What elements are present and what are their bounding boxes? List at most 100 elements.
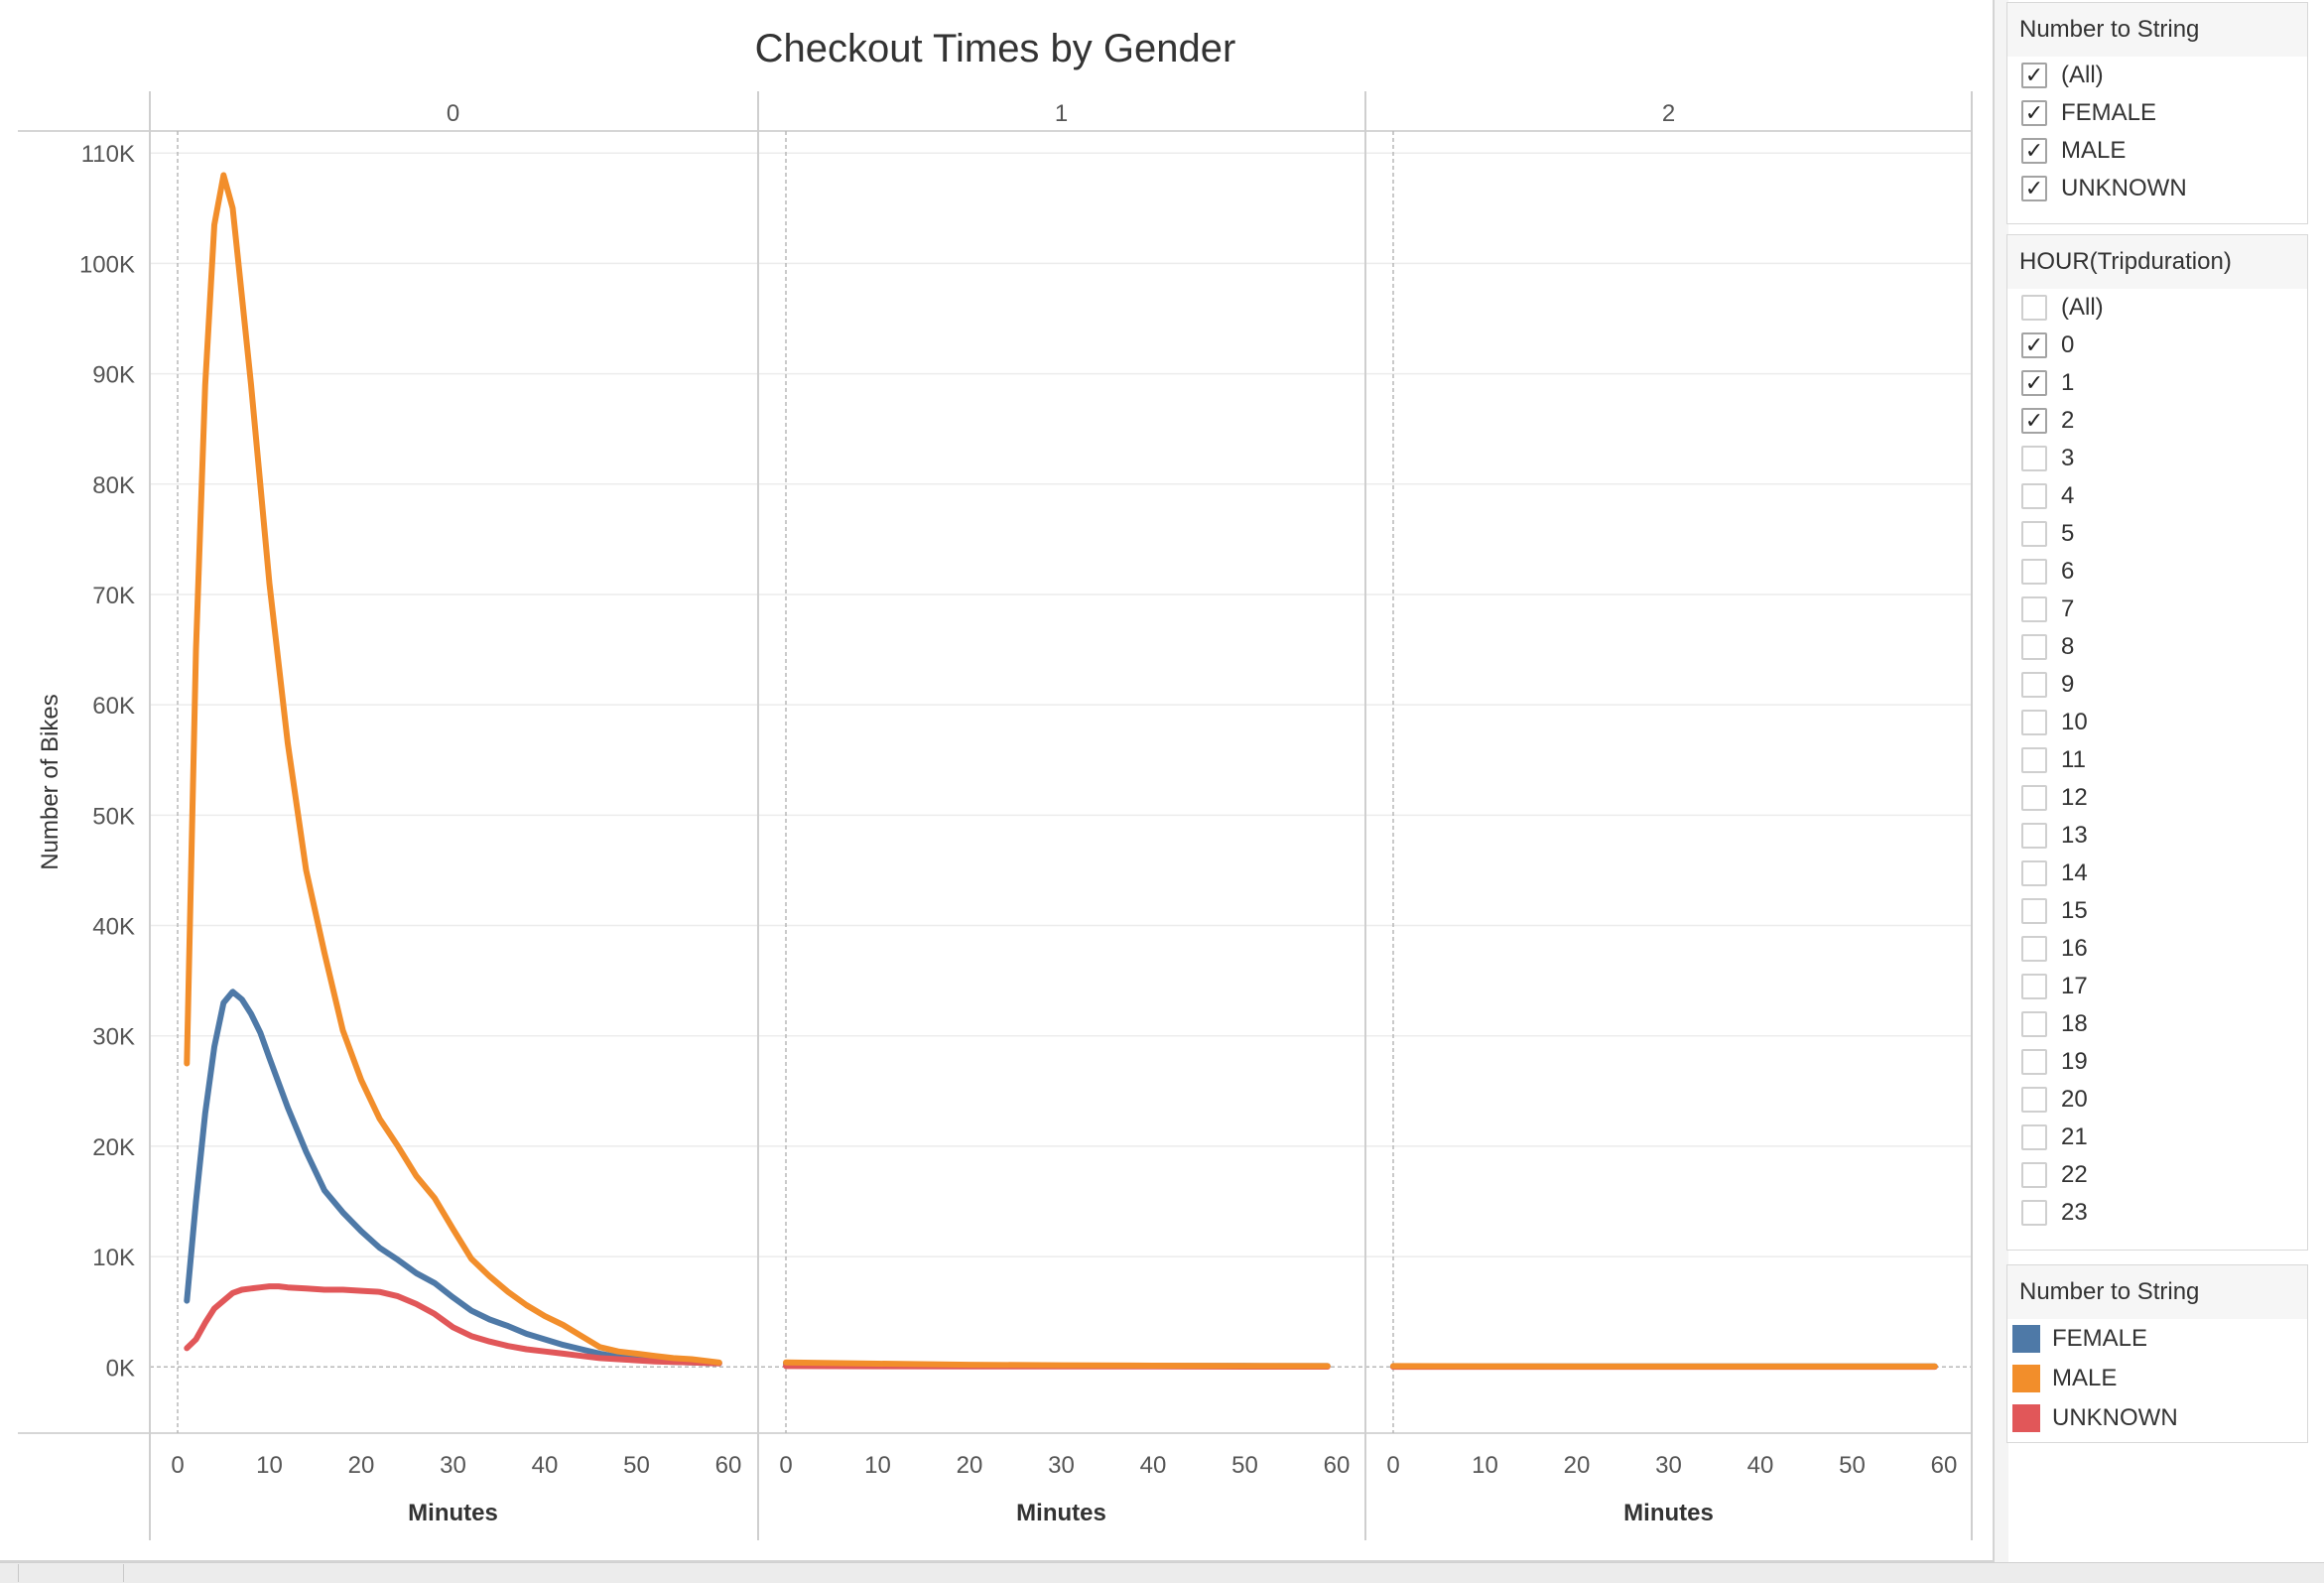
checkbox-checked[interactable]: ✓ [2021, 63, 2047, 88]
panel-header-label: 2 [1662, 100, 1675, 127]
checkmark-icon: ✓ [2025, 332, 2043, 358]
checkbox-unchecked[interactable] [2021, 1124, 2047, 1150]
filter-option[interactable]: 21 [2007, 1119, 2307, 1156]
x-tick-label: 10 [864, 1452, 891, 1479]
filter-option[interactable]: 9 [2007, 666, 2307, 704]
legend-item[interactable]: FEMALE [2007, 1319, 2307, 1359]
checkmark-icon: ✓ [2025, 63, 2043, 88]
x-tick-label: 20 [348, 1452, 375, 1479]
filter-option[interactable]: 22 [2007, 1156, 2307, 1194]
filter-option-label: 10 [2061, 709, 2088, 736]
filter-option-label: 21 [2061, 1123, 2088, 1151]
filter-option-label: 9 [2061, 671, 2074, 699]
filter-option[interactable]: 3 [2007, 440, 2307, 477]
checkmark-icon: ✓ [2025, 138, 2043, 164]
filter-option-label: 16 [2061, 935, 2088, 963]
bottom-tab[interactable] [0, 1564, 19, 1582]
bottom-tab[interactable] [20, 1564, 124, 1582]
legend-swatch [2012, 1325, 2040, 1353]
filter-option[interactable]: 12 [2007, 779, 2307, 817]
legend-item[interactable]: MALE [2007, 1359, 2307, 1398]
checkbox-unchecked[interactable] [2021, 521, 2047, 547]
filter-option[interactable]: 6 [2007, 553, 2307, 591]
filter-option[interactable]: 18 [2007, 1005, 2307, 1043]
filter-option[interactable]: 14 [2007, 855, 2307, 892]
checkbox-unchecked[interactable] [2021, 634, 2047, 660]
checkbox-unchecked[interactable] [2021, 710, 2047, 735]
filter-option-label: 17 [2061, 973, 2088, 1000]
x-tick-label: 50 [1839, 1452, 1866, 1479]
checkbox-checked[interactable]: ✓ [2021, 138, 2047, 164]
filter-option[interactable]: 23 [2007, 1194, 2307, 1232]
checkbox-unchecked[interactable] [2021, 747, 2047, 773]
checkbox-unchecked[interactable] [2021, 860, 2047, 886]
checkbox-unchecked[interactable] [2021, 559, 2047, 585]
filter-option[interactable]: 20 [2007, 1081, 2307, 1119]
checkbox-unchecked[interactable] [2021, 1011, 2047, 1037]
filter-option[interactable]: ✓ FEMALE [2007, 94, 2307, 132]
series-line-male [187, 176, 719, 1363]
filter-option[interactable]: 13 [2007, 817, 2307, 855]
filter-option-label: 20 [2061, 1086, 2088, 1114]
checkbox-unchecked[interactable] [2021, 1162, 2047, 1188]
filter-option[interactable]: 19 [2007, 1043, 2307, 1081]
filter-option[interactable]: ✓(All) [2007, 57, 2307, 94]
filter-option[interactable]: 7 [2007, 591, 2307, 628]
checkmark-icon: ✓ [2025, 370, 2043, 396]
filter-option[interactable]: 11 [2007, 741, 2307, 779]
filter-option[interactable]: 15 [2007, 892, 2307, 930]
filter-option[interactable]: ✓UNKNOWN [2007, 170, 2307, 207]
filter-option-label: 2 [2061, 407, 2074, 435]
y-tick-label: 80K [92, 472, 135, 499]
panel-header-label: 0 [447, 100, 459, 127]
x-tick-label: 30 [1655, 1452, 1682, 1479]
filter-option-label: MALE [2061, 137, 2126, 165]
checkbox-unchecked[interactable] [2021, 936, 2047, 962]
legend-item[interactable]: UNKNOWN [2007, 1398, 2307, 1438]
y-axis-label: Number of Bikes [37, 694, 64, 869]
checkbox-checked[interactable]: ✓ [2021, 370, 2047, 396]
filter-option[interactable]: 5 [2007, 515, 2307, 553]
filter-option[interactable]: ✓1 [2007, 364, 2307, 402]
checkbox-unchecked[interactable] [2021, 974, 2047, 999]
gender-filter-list: ✓(All)✓FEMALE✓MALE✓UNKNOWN [2007, 57, 2307, 207]
checkbox-unchecked[interactable] [2021, 672, 2047, 698]
filter-option[interactable]: ✓0 [2007, 327, 2307, 364]
filter-option-label: 15 [2061, 897, 2088, 925]
y-tick-label: 30K [92, 1024, 135, 1051]
checkmark-icon: ✓ [2025, 176, 2043, 201]
filter-option[interactable]: ✓ MALE [2007, 132, 2307, 170]
checkbox-unchecked[interactable] [2021, 785, 2047, 811]
x-tick-label: 30 [440, 1452, 466, 1479]
filter-option[interactable]: 17 [2007, 968, 2307, 1005]
checkmark-icon: ✓ [2025, 408, 2043, 434]
checkbox-unchecked[interactable] [2021, 596, 2047, 622]
checkbox-checked[interactable]: ✓ [2021, 408, 2047, 434]
filter-option[interactable]: (All) [2007, 289, 2307, 327]
filter-option[interactable]: ✓2 [2007, 402, 2307, 440]
checkbox-unchecked[interactable] [2021, 1200, 2047, 1226]
checkbox-unchecked[interactable] [2021, 823, 2047, 849]
filter-option-label: 22 [2061, 1161, 2088, 1189]
legend-swatch [2012, 1365, 2040, 1392]
checkbox-checked[interactable]: ✓ [2021, 176, 2047, 201]
checkbox-checked[interactable]: ✓ [2021, 100, 2047, 126]
filter-option[interactable]: 8 [2007, 628, 2307, 666]
filter-option[interactable]: 16 [2007, 930, 2307, 968]
checkbox-unchecked[interactable] [2021, 1087, 2047, 1113]
x-tick-label: 0 [1386, 1452, 1399, 1479]
filter-option[interactable]: 10 [2007, 704, 2307, 741]
filter-option-label: FEMALE [2061, 99, 2156, 127]
checkbox-unchecked[interactable] [2021, 898, 2047, 924]
checkbox-unchecked[interactable] [2021, 1049, 2047, 1075]
checkbox-unchecked[interactable] [2021, 483, 2047, 509]
chart-title: Checkout Times by Gender [755, 27, 1236, 70]
y-tick-label: 0K [106, 1355, 135, 1382]
checkbox-unchecked[interactable] [2021, 446, 2047, 471]
hour-filter-title: HOUR(Tripduration) [2007, 235, 2307, 289]
checkbox-checked[interactable]: ✓ [2021, 332, 2047, 358]
checkbox-unchecked[interactable] [2021, 295, 2047, 321]
filter-option[interactable]: 4 [2007, 477, 2307, 515]
